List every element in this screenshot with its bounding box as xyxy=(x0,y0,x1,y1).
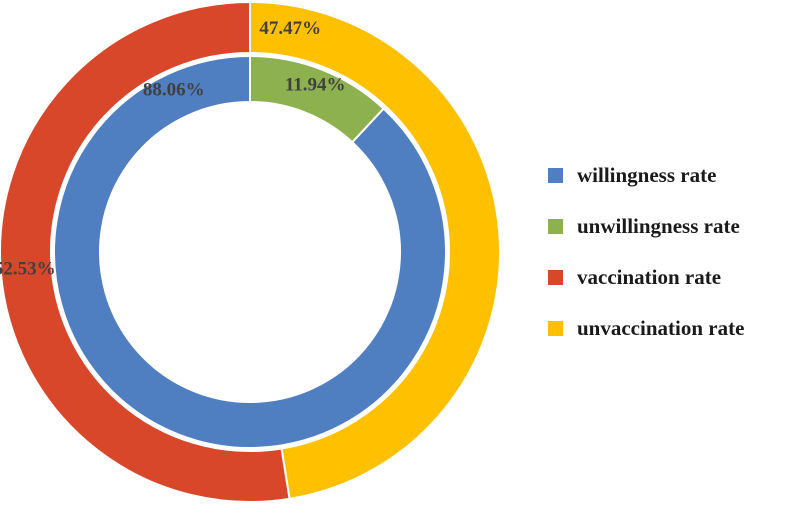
legend-item-willingness-rate: willingness rate xyxy=(548,150,744,201)
legend-label: vaccination rate xyxy=(577,265,722,289)
legend-item-vaccination-rate: vaccination rate xyxy=(548,252,744,303)
legend-swatch xyxy=(548,168,563,183)
legend-item-unvaccination-rate: unvaccination rate xyxy=(548,303,744,354)
donut-chart: 47.47% 52.53% 11.94% 88.06% xyxy=(0,0,502,503)
legend-item-unwillingness-rate: unwillingness rate xyxy=(548,201,744,252)
legend-swatch xyxy=(548,270,563,285)
legend-label: unvaccination rate xyxy=(577,316,745,340)
inner-value-label: 11.94% xyxy=(285,75,346,96)
inner-slice-willingness-rate xyxy=(53,54,447,449)
legend-label: willingness rate xyxy=(577,163,717,187)
outer-slice-unvaccination-rate xyxy=(249,0,502,500)
chart-legend: willingness rate unwillingness rate vacc… xyxy=(548,150,744,354)
outer-slice-vaccination-rate xyxy=(0,0,291,503)
legend-swatch xyxy=(548,219,563,234)
legend-swatch xyxy=(548,321,563,336)
inner-value-label: 88.06% xyxy=(143,80,205,101)
outer-value-label: 47.47% xyxy=(259,18,321,39)
legend-label: unwillingness rate xyxy=(577,214,740,238)
outer-value-label: 52.53% xyxy=(0,258,56,279)
